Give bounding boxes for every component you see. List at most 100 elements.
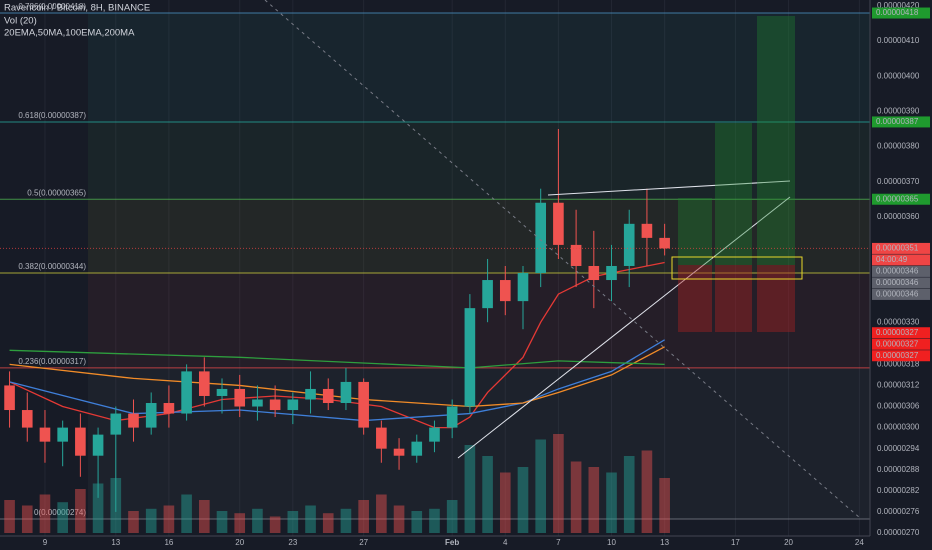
volume-bar — [252, 508, 263, 533]
y-tick-label: 0.00000390 — [877, 107, 920, 116]
volume-bar — [393, 505, 405, 533]
fib-label: 0.236(0.00000317) — [18, 357, 86, 366]
volume-bar — [553, 434, 564, 533]
x-tick-label: 20 — [784, 538, 793, 547]
y-tick-label: 0.00000282 — [877, 486, 920, 495]
moving-average — [9, 261, 665, 429]
target-box — [757, 16, 795, 265]
candle-body — [446, 406, 458, 428]
y-tick-label: 0.00000420 — [877, 1, 920, 10]
candle-body — [588, 265, 600, 281]
candle-body — [234, 388, 246, 407]
fib-band — [88, 273, 870, 368]
volume-bar — [464, 445, 476, 533]
price-tag-label: 0.00000365 — [876, 194, 919, 203]
candle-body — [393, 448, 405, 456]
volume-bar — [92, 483, 104, 533]
y-tick-label: 0.00000288 — [877, 465, 920, 474]
volume-bar — [659, 478, 670, 533]
candle-body — [287, 399, 299, 411]
target-box — [678, 198, 712, 265]
volume-bar — [128, 511, 139, 533]
price-tag — [872, 277, 930, 289]
volume — [4, 434, 670, 533]
price-tag — [872, 350, 930, 362]
drawings — [264, 0, 861, 519]
volume-bar — [4, 500, 15, 533]
volume-bar — [145, 508, 157, 533]
fib-band — [88, 199, 870, 274]
candle-body — [358, 381, 369, 428]
price-tag-label: 0.00000327 — [876, 351, 919, 360]
candle-body — [623, 223, 635, 266]
candle-body — [198, 371, 210, 396]
y-tick-label: 0.00000300 — [877, 423, 920, 432]
candle-body — [535, 202, 547, 274]
price-tag — [872, 265, 930, 277]
dashed-trendline — [264, 0, 861, 519]
price-tag-label: 04:00:49 — [876, 255, 908, 264]
stop-box — [715, 265, 752, 332]
price-tag — [872, 288, 930, 300]
y-tick-label: 0.00000370 — [877, 177, 920, 186]
volume-bar — [57, 502, 68, 533]
volume-bar — [269, 516, 281, 533]
chart-title: Ravencoin / Bitcoin, 8H, BINANCE — [4, 3, 150, 14]
fib-label: 0.786(0.00000418) — [18, 2, 86, 11]
y-tick-label: 0.00000306 — [877, 402, 920, 411]
resistance-trendline — [547, 180, 791, 196]
volume-bar — [340, 508, 352, 533]
x-tick-label: 9 — [43, 538, 48, 547]
volume-bar — [322, 513, 334, 533]
candle-body — [411, 441, 423, 456]
fib-label: 0.618(0.00000387) — [18, 111, 86, 120]
volume-bar — [446, 500, 458, 533]
stop-box — [757, 265, 795, 332]
price-tag — [872, 327, 930, 339]
x-tick-label: 13 — [111, 538, 120, 547]
candle-body — [181, 371, 192, 414]
candle-body — [163, 403, 175, 414]
volume-bar — [163, 505, 175, 533]
candle-body — [269, 399, 281, 411]
volume-bar — [376, 494, 387, 533]
volume-bar — [358, 500, 369, 533]
volume-bar — [535, 439, 547, 533]
candle-body — [128, 413, 139, 428]
price-tag — [872, 242, 930, 254]
volume-bar — [39, 494, 51, 533]
price-tag-label: 0.00000387 — [876, 117, 919, 126]
y-tick-label: 0.00000410 — [877, 36, 920, 45]
candle-body — [482, 280, 493, 309]
candle-body — [216, 388, 228, 396]
volume-label: Vol (20) — [4, 16, 37, 27]
axes: 0.00000420 0.00000410 0.00000400 0.00000390… — [43, 1, 920, 547]
candle-body — [641, 223, 653, 238]
volume-bar — [570, 461, 582, 533]
price-tag-label: 0.00000346 — [876, 290, 919, 299]
volume-bar — [411, 511, 423, 533]
volume-bar — [588, 467, 600, 533]
volume-bar — [75, 489, 86, 533]
candle-body — [499, 280, 511, 302]
fib-levels: 0.786(0.00000418) 0.618(0.00000387) 0.5(0.… — [0, 2, 870, 520]
candle-body — [322, 388, 334, 404]
volume-bar — [287, 511, 299, 533]
price-tag-label: 0.00000351 — [876, 244, 919, 253]
candle-body — [659, 237, 670, 249]
price-tag — [872, 338, 930, 350]
candle-body — [517, 273, 529, 302]
x-tick-label: 10 — [607, 538, 616, 547]
y-tick-label: 0.00000330 — [877, 317, 920, 326]
price-tag — [872, 116, 930, 128]
x-tick-label: 13 — [660, 538, 669, 547]
ma-label: 20EMA,50MA,100EMA,200MA — [4, 28, 135, 39]
y-tick-label: 0.00000270 — [877, 528, 920, 537]
fib-label: 0.5(0.00000365) — [27, 188, 86, 197]
price-tag-label: 0.00000346 — [876, 267, 919, 276]
x-tick-label: 7 — [556, 538, 561, 547]
candle-body — [340, 381, 352, 404]
price-tags: 0.00000418 0.00000387 0.00000365 0.00000351… — [0, 7, 930, 362]
x-tick-label: 17 — [731, 538, 740, 547]
